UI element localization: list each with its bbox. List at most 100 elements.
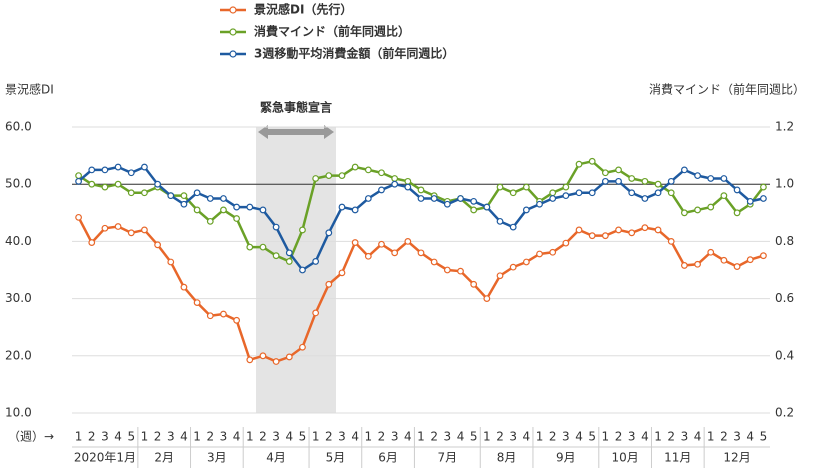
legend-label: 景況感DI（先行）: [254, 2, 352, 17]
point: [364, 252, 372, 260]
emergency-shade: [256, 127, 336, 413]
point: [167, 192, 175, 200]
point: [233, 215, 241, 222]
x-tick-label: 4: [523, 430, 531, 444]
point: [733, 186, 741, 194]
x-tick-label: 1: [246, 430, 254, 444]
point: [75, 177, 82, 185]
month-label: 9月: [556, 451, 576, 465]
x-tick-label: 2: [430, 430, 438, 444]
point: [391, 175, 399, 182]
point: [285, 258, 293, 265]
legend-marker: [229, 6, 237, 14]
point: [338, 269, 346, 277]
point: [430, 195, 438, 202]
point: [694, 172, 701, 180]
y2-tick-label: 0.6: [775, 291, 794, 305]
point: [720, 256, 728, 264]
point: [720, 175, 728, 182]
legend-marker: [229, 50, 237, 58]
point: [601, 169, 609, 177]
point: [312, 258, 320, 265]
point: [351, 163, 359, 171]
x-tick-label: 3: [272, 430, 280, 444]
x-tick-label: 3: [562, 430, 570, 444]
x-tick-label: 3: [681, 430, 689, 444]
point: [246, 243, 254, 251]
point: [141, 226, 148, 234]
point: [641, 195, 649, 202]
x-tick-label: 4: [114, 430, 122, 444]
month-label: 2月: [154, 451, 174, 465]
x-tick-label: 1: [193, 430, 201, 444]
x-tick-label: 3: [101, 430, 109, 444]
point: [272, 358, 280, 365]
x-tick-label: 3: [628, 430, 636, 444]
point: [167, 258, 175, 266]
point: [509, 189, 517, 197]
point: [378, 169, 385, 177]
point: [522, 258, 530, 266]
x-tick-label: 1: [312, 430, 320, 444]
point: [180, 192, 188, 200]
point: [101, 166, 109, 174]
month-label: 12月: [723, 451, 750, 465]
month-label: 6月: [378, 451, 398, 465]
point: [88, 166, 96, 174]
x-tick-label: 4: [233, 430, 241, 444]
point: [654, 180, 662, 188]
point: [259, 206, 267, 214]
point: [404, 177, 412, 185]
point: [588, 157, 596, 165]
point: [654, 226, 662, 234]
point: [746, 197, 754, 205]
point: [496, 272, 504, 280]
point: [338, 203, 346, 211]
point: [707, 175, 715, 182]
point: [680, 262, 688, 269]
point: [641, 177, 649, 185]
point: [127, 169, 135, 177]
point: [404, 237, 412, 245]
point: [141, 163, 148, 171]
x-tick-label: 1: [365, 430, 373, 444]
point: [154, 241, 162, 249]
series-line: [77, 159, 765, 264]
x-tick-label: 2: [154, 430, 162, 444]
point: [246, 203, 254, 211]
x-tick-label: 3: [338, 430, 346, 444]
x-tick-label: 3: [444, 430, 452, 444]
point: [75, 172, 82, 180]
point: [667, 177, 675, 185]
point: [285, 249, 293, 257]
x-tick-label: 3: [391, 430, 399, 444]
x-tick-label: 2: [720, 430, 728, 444]
point: [88, 239, 96, 246]
x-tick-label: 5: [127, 430, 135, 444]
x-tick-label: 5: [299, 430, 307, 444]
point: [312, 309, 320, 317]
point: [193, 189, 201, 197]
point: [127, 229, 135, 237]
point: [509, 223, 517, 231]
point: [707, 248, 715, 256]
point: [694, 260, 701, 268]
point: [325, 172, 333, 180]
x-tick-label: 3: [167, 430, 175, 444]
x-tick-label: 3: [509, 430, 517, 444]
point: [75, 213, 82, 221]
x-tick-label: 1: [536, 430, 544, 444]
point: [746, 256, 754, 264]
point: [536, 200, 543, 208]
x-tick-label: 2: [496, 430, 504, 444]
point: [417, 186, 425, 194]
point: [259, 352, 267, 360]
annotation-arrow: [258, 125, 334, 139]
month-label: 5月: [326, 451, 346, 465]
x-tick-label: 4: [641, 430, 649, 444]
y2-tick-label: 1.0: [775, 177, 794, 191]
y2-axis-title: 消費マインド（前年同週比）: [649, 82, 805, 97]
point: [575, 160, 583, 168]
point: [272, 252, 280, 260]
point: [720, 192, 728, 200]
